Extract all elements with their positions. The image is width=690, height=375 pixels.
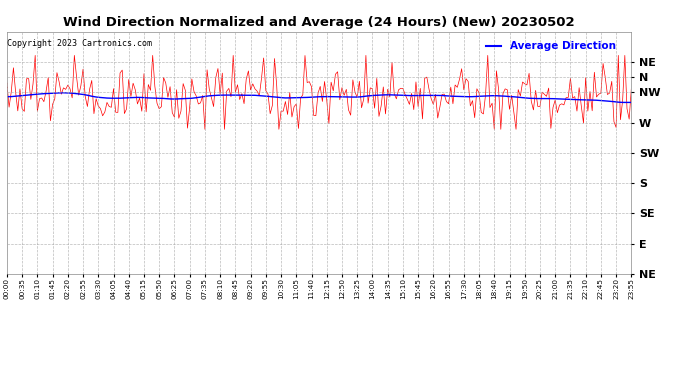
Text: Copyright 2023 Cartronics.com: Copyright 2023 Cartronics.com [7,39,152,48]
Title: Wind Direction Normalized and Average (24 Hours) (New) 20230502: Wind Direction Normalized and Average (2… [63,16,575,29]
Legend: Average Direction: Average Direction [482,37,620,56]
